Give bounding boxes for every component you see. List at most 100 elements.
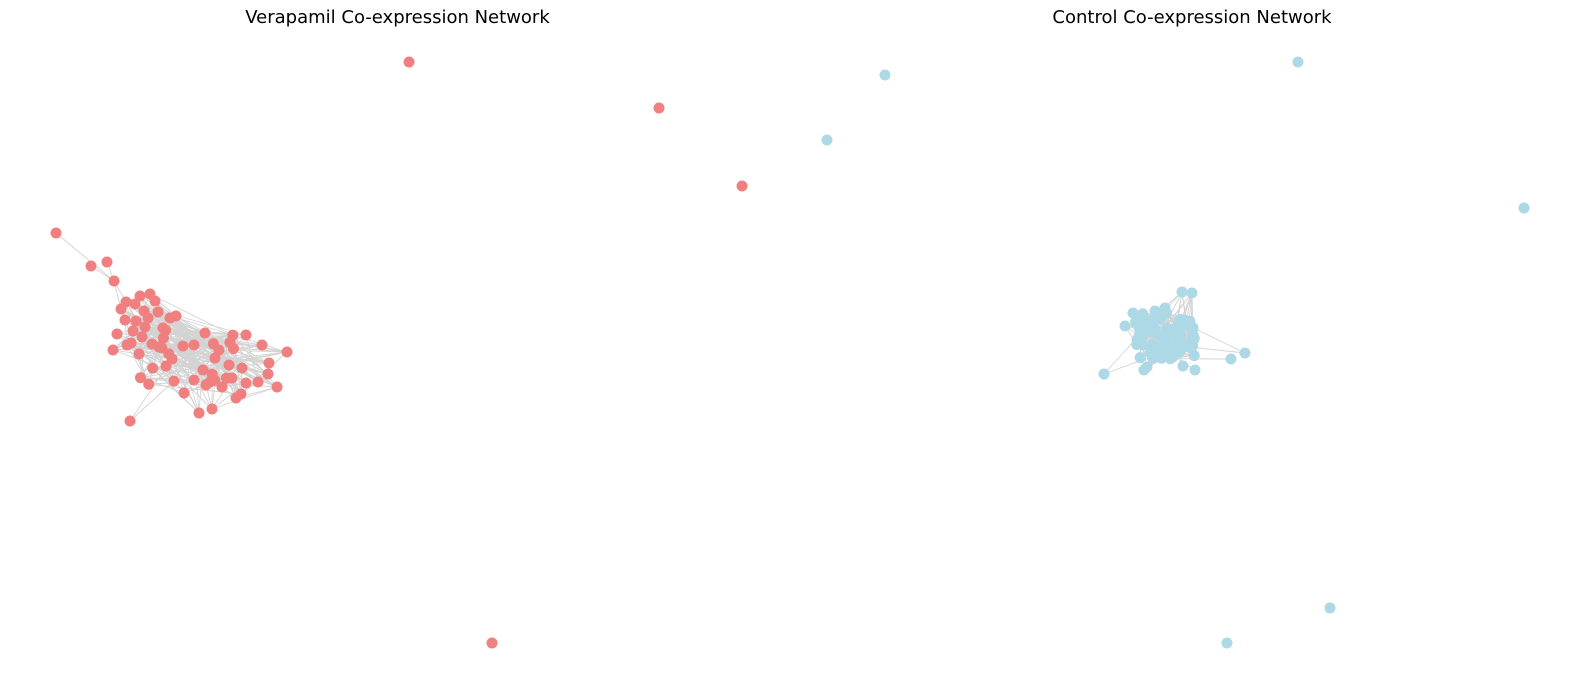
verapamil-node bbox=[124, 415, 136, 427]
control-network-panel: Control Co-expression Network bbox=[795, 0, 1589, 690]
verapamil-node bbox=[142, 312, 154, 324]
verapamil-node bbox=[143, 378, 155, 390]
control-node bbox=[1134, 352, 1146, 364]
control-node bbox=[1184, 315, 1196, 327]
verapamil-edge bbox=[149, 293, 234, 336]
control-node bbox=[1160, 307, 1172, 319]
verapamil-node bbox=[168, 375, 180, 387]
verapamil-node bbox=[216, 381, 228, 393]
verapamil-node bbox=[256, 339, 268, 351]
control-node bbox=[1177, 360, 1189, 372]
verapamil-node bbox=[486, 637, 498, 649]
verapamil-node bbox=[149, 295, 161, 307]
verapamil-node bbox=[252, 376, 264, 388]
verapamil-edge bbox=[165, 329, 230, 343]
control-node bbox=[1158, 342, 1170, 354]
control-network-title: Control Co-expression Network bbox=[1052, 7, 1332, 28]
control-node bbox=[1137, 339, 1149, 351]
verapamil-node bbox=[209, 374, 221, 386]
verapamil-network-panel: Verapamil Co-expression Network bbox=[50, 7, 748, 649]
verapamil-network-title: Verapamil Co-expression Network bbox=[245, 7, 550, 28]
verapamil-node bbox=[121, 339, 133, 351]
control-node bbox=[1145, 347, 1157, 359]
verapamil-node bbox=[262, 368, 274, 380]
verapamil-node bbox=[170, 310, 182, 322]
control-node bbox=[1098, 368, 1110, 380]
verapamil-node bbox=[188, 374, 200, 386]
verapamil-node bbox=[235, 388, 247, 400]
verapamil-node bbox=[139, 321, 151, 333]
control-node bbox=[1176, 286, 1188, 298]
verapamil-node bbox=[220, 372, 232, 384]
verapamil-node bbox=[281, 346, 293, 358]
verapamil-node bbox=[199, 327, 211, 339]
verapamil-edge bbox=[55, 232, 115, 282]
control-node bbox=[1171, 342, 1183, 354]
verapamil-node bbox=[240, 329, 252, 341]
verapamil-node bbox=[120, 296, 132, 308]
verapamil-node bbox=[206, 403, 218, 415]
control-node bbox=[1174, 313, 1186, 325]
verapamil-node bbox=[107, 344, 119, 356]
verapamil-nodes bbox=[50, 56, 748, 649]
verapamil-node bbox=[236, 362, 248, 374]
verapamil-node bbox=[111, 328, 123, 340]
control-node bbox=[1143, 324, 1155, 336]
control-node bbox=[1239, 347, 1251, 359]
control-node bbox=[1225, 353, 1237, 365]
verapamil-node bbox=[152, 306, 164, 318]
verapamil-node bbox=[178, 387, 190, 399]
verapamil-network-graph bbox=[50, 56, 748, 649]
control-node bbox=[1518, 202, 1530, 214]
verapamil-edge bbox=[140, 347, 163, 378]
verapamil-node bbox=[653, 102, 665, 114]
control-node bbox=[1174, 323, 1186, 335]
verapamil-node bbox=[127, 325, 139, 337]
verapamil-edge bbox=[140, 351, 288, 379]
control-node bbox=[1187, 330, 1199, 342]
verapamil-node bbox=[403, 56, 415, 68]
control-nodes bbox=[821, 56, 1530, 649]
verapamil-node bbox=[227, 329, 239, 341]
control-node bbox=[879, 69, 891, 81]
verapamil-node bbox=[200, 379, 212, 391]
control-node bbox=[1221, 637, 1233, 649]
control-network-graph bbox=[821, 56, 1530, 649]
control-node bbox=[1186, 287, 1198, 299]
verapamil-node bbox=[157, 332, 169, 344]
verapamil-node bbox=[263, 357, 275, 369]
verapamil-node bbox=[101, 256, 113, 268]
verapamil-node bbox=[134, 372, 146, 384]
control-node bbox=[821, 134, 833, 146]
control-node bbox=[1119, 320, 1131, 332]
verapamil-node bbox=[156, 342, 168, 354]
verapamil-node bbox=[129, 298, 141, 310]
verapamil-node bbox=[223, 359, 235, 371]
control-node bbox=[1137, 308, 1149, 320]
verapamil-node bbox=[736, 180, 748, 192]
verapamil-node bbox=[240, 377, 252, 389]
verapamil-node bbox=[85, 260, 97, 272]
verapamil-edge bbox=[163, 332, 206, 339]
control-node bbox=[1292, 56, 1304, 68]
verapamil-node bbox=[207, 338, 219, 350]
verapamil-node bbox=[119, 314, 131, 326]
control-edge bbox=[1192, 327, 1246, 354]
verapamil-edge bbox=[129, 380, 175, 422]
verapamil-node bbox=[50, 227, 62, 239]
control-node bbox=[1163, 330, 1175, 342]
control-node bbox=[1138, 364, 1150, 376]
verapamil-node bbox=[108, 275, 120, 287]
verapamil-node bbox=[136, 331, 148, 343]
verapamil-node bbox=[177, 340, 189, 352]
verapamil-edge bbox=[134, 303, 278, 388]
verapamil-node bbox=[197, 364, 209, 376]
control-node bbox=[1324, 602, 1336, 614]
verapamil-node bbox=[188, 339, 200, 351]
control-node bbox=[1189, 364, 1201, 376]
control-node bbox=[1149, 305, 1161, 317]
verapamil-node bbox=[130, 315, 142, 327]
control-node bbox=[1188, 350, 1200, 362]
verapamil-node bbox=[134, 290, 146, 302]
